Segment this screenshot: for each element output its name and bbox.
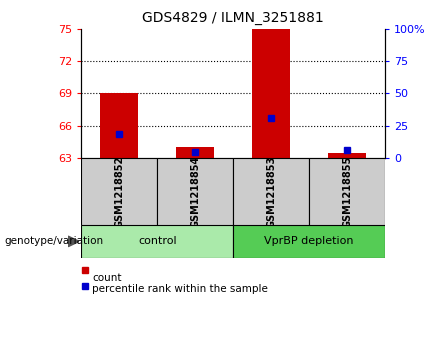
- Bar: [100, 93, 138, 158]
- Bar: [158, 158, 233, 225]
- Text: GSM1218854: GSM1218854: [190, 155, 200, 228]
- Text: GSM1218852: GSM1218852: [114, 155, 125, 228]
- Text: genotype/variation: genotype/variation: [4, 236, 103, 246]
- Text: control: control: [138, 236, 176, 246]
- Text: GSM1218855: GSM1218855: [342, 155, 352, 228]
- Text: GSM1218853: GSM1218853: [266, 155, 276, 228]
- Text: VprBP depletion: VprBP depletion: [264, 236, 354, 246]
- Text: count: count: [92, 273, 122, 283]
- Bar: [81, 158, 158, 225]
- Bar: [233, 225, 385, 258]
- Title: GDS4829 / ILMN_3251881: GDS4829 / ILMN_3251881: [142, 11, 324, 25]
- Polygon shape: [68, 236, 79, 246]
- Bar: [309, 158, 385, 225]
- Bar: [233, 158, 309, 225]
- Text: percentile rank within the sample: percentile rank within the sample: [92, 284, 268, 294]
- Bar: [328, 152, 366, 158]
- Bar: [81, 225, 233, 258]
- Bar: [176, 147, 214, 158]
- Bar: [252, 29, 290, 158]
